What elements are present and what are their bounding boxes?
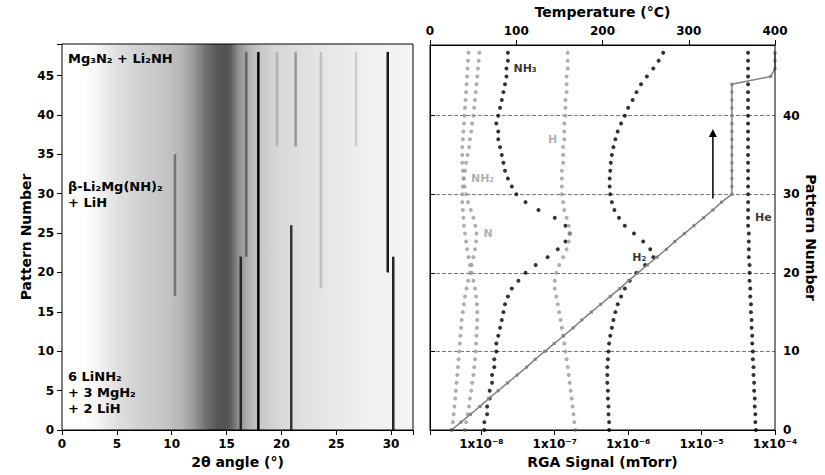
svg-text:β-Li₂Mg(NH)₂: β-Li₂Mg(NH)₂ xyxy=(68,179,163,194)
svg-text:Pattern Number: Pattern Number xyxy=(803,174,819,301)
svg-text:20: 20 xyxy=(783,266,800,280)
svg-text:30: 30 xyxy=(783,187,800,201)
svg-text:H: H xyxy=(548,133,557,146)
svg-text:NH₃: NH₃ xyxy=(513,62,536,75)
svg-text:+ 3 MgH₂: + 3 MgH₂ xyxy=(68,385,136,400)
svg-text:5: 5 xyxy=(113,437,121,451)
svg-text:15: 15 xyxy=(218,437,235,451)
svg-text:1x10⁻⁶: 1x10⁻⁶ xyxy=(606,437,650,451)
svg-text:1x10⁻⁸: 1x10⁻⁸ xyxy=(459,437,503,451)
svg-text:15: 15 xyxy=(37,305,54,319)
svg-text:1x10⁻⁵: 1x10⁻⁵ xyxy=(679,437,723,451)
svg-text:20: 20 xyxy=(273,437,290,451)
svg-text:100: 100 xyxy=(504,24,529,38)
svg-text:10: 10 xyxy=(783,344,800,358)
svg-text:1x10⁻⁴: 1x10⁻⁴ xyxy=(753,437,797,451)
svg-text:2θ angle (°): 2θ angle (°) xyxy=(191,454,284,470)
svg-text:40: 40 xyxy=(783,109,800,123)
svg-text:+ LiH: + LiH xyxy=(68,195,107,210)
svg-text:Mg₃N₂ + Li₂NH: Mg₃N₂ + Li₂NH xyxy=(68,51,173,66)
svg-text:20: 20 xyxy=(37,265,54,279)
svg-text:RGA Signal (mTorr): RGA Signal (mTorr) xyxy=(527,454,677,470)
svg-text:400: 400 xyxy=(762,24,787,38)
svg-text:He: He xyxy=(755,211,772,224)
svg-text:5: 5 xyxy=(46,384,54,398)
svg-text:0: 0 xyxy=(58,437,66,451)
svg-text:0: 0 xyxy=(783,423,791,437)
svg-text:Pattern Number: Pattern Number xyxy=(18,174,34,301)
svg-text:30: 30 xyxy=(383,437,400,451)
svg-text:25: 25 xyxy=(328,437,345,451)
svg-text:300: 300 xyxy=(676,24,701,38)
svg-text:1x10⁻⁷: 1x10⁻⁷ xyxy=(533,437,577,451)
svg-text:45: 45 xyxy=(37,69,54,83)
svg-text:30: 30 xyxy=(37,187,54,201)
svg-text:25: 25 xyxy=(37,226,54,240)
svg-text:10: 10 xyxy=(163,437,180,451)
svg-text:35: 35 xyxy=(37,147,54,161)
svg-text:+ 2 LiH: + 2 LiH xyxy=(68,401,121,416)
svg-text:0: 0 xyxy=(46,423,54,437)
svg-text:40: 40 xyxy=(37,108,54,122)
svg-text:NH₂: NH₂ xyxy=(471,172,494,185)
svg-text:6 LiNH₂: 6 LiNH₂ xyxy=(68,369,122,384)
svg-text:H₂: H₂ xyxy=(632,251,646,264)
svg-text:0: 0 xyxy=(426,24,434,38)
svg-text:10: 10 xyxy=(37,344,54,358)
svg-text:N: N xyxy=(484,227,493,240)
svg-text:200: 200 xyxy=(590,24,615,38)
svg-text:Temperature (°C): Temperature (°C) xyxy=(535,4,671,20)
